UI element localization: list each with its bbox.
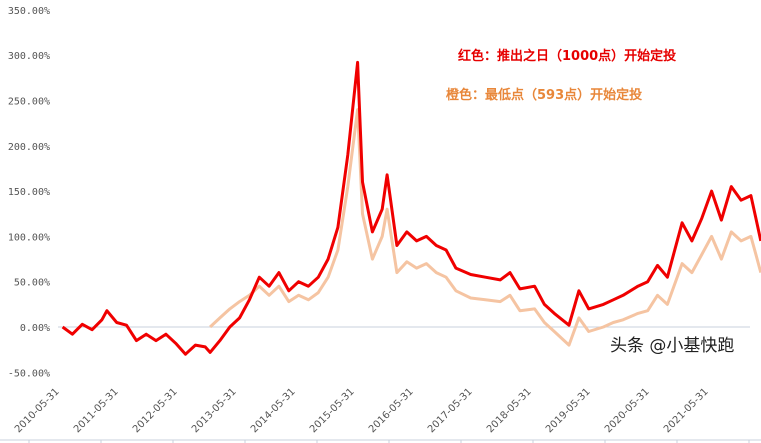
y-tick-label: 0.00% [20,323,50,334]
x-tick-label: 2019-05-31 [544,386,593,435]
y-tick-label: 100.00% [8,232,50,243]
x-tick-label: 2014-05-31 [249,386,298,435]
x-tick-label: 2020-05-31 [603,386,652,435]
y-tick-label: 250.00% [8,97,50,108]
y-tick-label: 200.00% [8,142,50,153]
y-tick-label: 300.00% [8,51,50,62]
x-tick-label: 2012-05-31 [131,386,180,435]
x-tick-label: 2015-05-31 [308,386,357,435]
series-orange-line [209,108,761,347]
series-red-line [61,60,761,356]
x-tick-label: 2010-05-31 [13,386,62,435]
y-tick-label: 150.00% [8,187,50,198]
x-tick-label: 2011-05-31 [72,386,121,435]
x-tick-label: 2016-05-31 [367,386,416,435]
watermark: 头条 @小基快跑 [610,336,735,356]
x-tick-label: 2017-05-31 [426,386,475,435]
y-tick-label: 350.00% [8,6,50,17]
x-tick-label: 2013-05-31 [190,386,239,435]
y-tick-label: -50.00% [8,368,50,379]
legend-orange: 橙色：最低点（593点）开始定投 [446,88,643,103]
legend-red: 红色：推出之日（1000点）开始定投 [458,49,677,64]
x-tick-label: 2018-05-31 [485,386,534,435]
x-tick-label: 2021-05-31 [662,386,711,435]
y-tick-label: 50.00% [14,278,50,289]
